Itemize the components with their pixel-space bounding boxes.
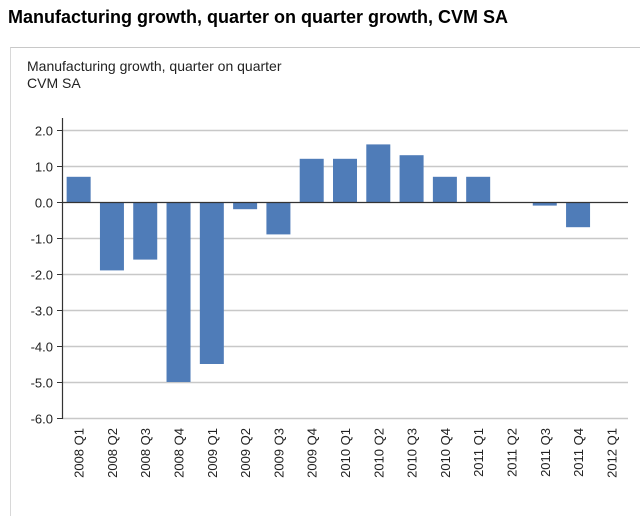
x-tick-label: 2008 Q3 <box>138 428 153 478</box>
y-tick-label: -3.0 <box>31 304 53 319</box>
chart-title: Manufacturing growth, quarter on quarter… <box>27 58 281 92</box>
x-tick-label: 2008 Q1 <box>72 428 87 478</box>
y-tick-label: 2.0 <box>35 124 53 139</box>
y-tick-label: -6.0 <box>31 412 53 427</box>
bar <box>166 202 191 382</box>
bar <box>299 158 324 202</box>
y-tick-label: -4.0 <box>31 340 53 355</box>
gridlines <box>62 129 628 420</box>
chart-title-line-2: CVM SA <box>27 75 81 91</box>
x-tick-label: 2010 Q1 <box>338 428 353 478</box>
x-tick-label: 2011 Q3 <box>538 428 553 477</box>
page-title: Manufacturing growth, quarter on quarter… <box>8 7 509 27</box>
chart-title-line-1: Manufacturing growth, quarter on quarter <box>27 58 282 74</box>
bar <box>432 176 457 202</box>
x-tick-labels: 2008 Q1 2008 Q2 2008 Q3 2008 Q4 2009 Q1 2009 … <box>72 428 620 478</box>
y-tick-label: 0.0 <box>35 196 53 211</box>
y-tick-label: -5.0 <box>31 376 53 391</box>
bar <box>466 176 491 202</box>
bar <box>333 158 357 202</box>
bar <box>133 202 158 260</box>
bar <box>532 202 557 206</box>
x-tick-label: 2011 Q4 <box>571 428 586 477</box>
y-tick-label: 1.0 <box>35 160 53 175</box>
bar <box>366 144 391 202</box>
y-tick-label: -2.0 <box>31 268 53 283</box>
x-tick-label: 2012 Q1 <box>604 428 619 478</box>
axes <box>57 118 628 419</box>
x-tick-label: 2011 Q2 <box>504 428 519 477</box>
bar <box>266 202 291 235</box>
x-tick-label: 2010 Q2 <box>371 428 386 478</box>
x-tick-label: 2010 Q3 <box>405 428 420 478</box>
x-tick-label: 2008 Q2 <box>105 428 120 478</box>
bar <box>199 202 224 364</box>
x-tick-label: 2011 Q1 <box>471 428 486 477</box>
bar <box>233 202 258 210</box>
bar <box>99 202 124 271</box>
x-tick-label: 2008 Q4 <box>172 428 187 478</box>
bar <box>566 202 591 228</box>
x-tick-label: 2010 Q4 <box>438 428 453 478</box>
chart-frame <box>10 47 640 516</box>
x-tick-label: 2009 Q2 <box>238 428 253 478</box>
x-tick-label: 2009 Q3 <box>271 428 286 478</box>
x-tick-label: 2009 Q1 <box>205 428 220 478</box>
y-tick-label: -1.0 <box>31 232 53 247</box>
y-tick-labels: 2.0 1.0 0.0 -1.0 -2.0 -3.0 -4.0 -5.0 -6.0 <box>31 124 53 427</box>
bar <box>66 176 91 202</box>
bar <box>399 155 424 202</box>
x-tick-label: 2009 Q4 <box>305 428 320 478</box>
bars <box>66 144 591 382</box>
